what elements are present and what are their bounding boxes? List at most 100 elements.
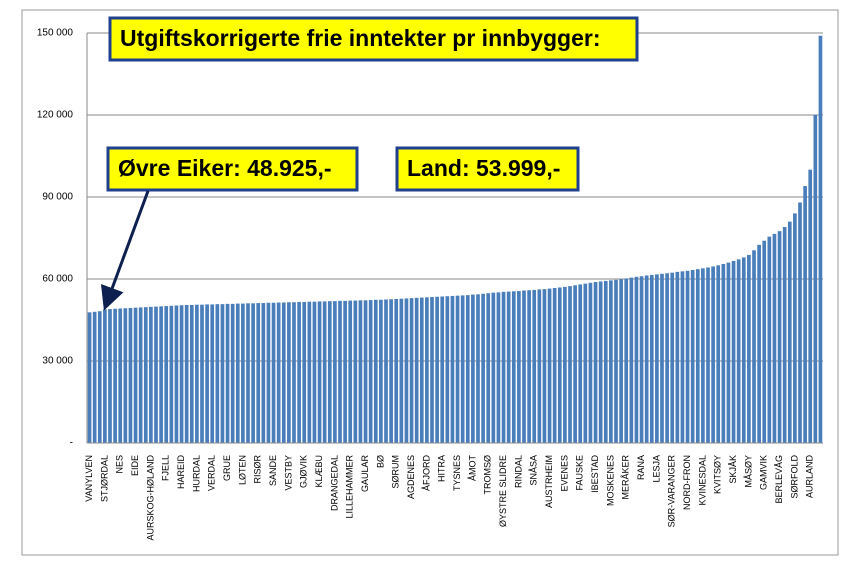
bar — [425, 297, 429, 443]
bar — [537, 289, 542, 443]
bar — [113, 308, 117, 443]
bar — [414, 297, 419, 443]
x-tick-label: EIDE — [130, 455, 140, 476]
bar — [757, 244, 761, 443]
bar — [619, 279, 623, 443]
arrow — [100, 190, 150, 311]
x-tick-label: MÅSØY — [743, 455, 753, 488]
bar — [660, 273, 664, 443]
bar — [384, 299, 388, 443]
x-tick-label: HURDAL — [191, 455, 201, 492]
bar — [179, 305, 184, 443]
bar — [752, 250, 756, 443]
x-tick-label: SKJÅK — [728, 455, 738, 484]
x-tick-label: ÅMOT — [467, 454, 477, 481]
bar — [373, 299, 378, 443]
annotation-background — [106, 146, 359, 192]
bar — [118, 308, 123, 443]
x-tick-label: DRANGEDAL — [329, 455, 339, 511]
bar — [210, 304, 215, 443]
bar — [501, 291, 506, 443]
bar — [803, 186, 807, 444]
bar — [793, 213, 797, 443]
x-tick-label: VERDAL — [207, 455, 217, 491]
bar — [808, 169, 813, 443]
bar — [614, 279, 618, 443]
x-tick-label: AURLAND — [805, 455, 815, 499]
y-tick-label: 150 000 — [37, 28, 74, 39]
bar — [184, 304, 189, 443]
bar — [450, 295, 455, 443]
bar — [695, 269, 700, 443]
bar — [235, 303, 240, 443]
bar — [292, 302, 296, 443]
x-tick-label: KVITSØY — [713, 455, 723, 494]
bar — [97, 311, 102, 443]
bar — [772, 233, 777, 443]
x-tick-label: ÅFJORD — [421, 454, 431, 491]
bar — [246, 303, 250, 443]
title-box: Utgiftskorrigerte frie inntekter pr innb… — [108, 16, 639, 62]
bar — [103, 309, 107, 443]
bar — [527, 290, 531, 443]
y-tick-label: 30 000 — [42, 356, 73, 367]
bar — [87, 312, 92, 443]
bar — [583, 283, 588, 443]
x-tick-label: ØYSTRE SLIDRE — [498, 455, 508, 527]
x-tick-label: SØRFOLD — [789, 455, 799, 499]
bar — [798, 202, 802, 443]
x-tick-label: BØ — [375, 455, 385, 468]
bar — [491, 292, 496, 443]
x-tick-label: GAMVIK — [759, 455, 769, 490]
bar — [281, 302, 286, 443]
bar — [552, 288, 557, 443]
bar — [588, 282, 593, 443]
bar — [189, 304, 194, 443]
bar — [782, 227, 787, 443]
bar — [307, 301, 312, 443]
annotation: Øvre Eiker: 48.925,- — [118, 155, 332, 181]
bar — [634, 276, 639, 443]
bar — [665, 273, 669, 443]
bar — [251, 303, 255, 443]
bar — [440, 296, 445, 443]
bar — [573, 285, 577, 443]
x-tick-label: MOSKENES — [605, 455, 615, 506]
bar — [726, 262, 731, 443]
bar — [675, 271, 680, 443]
bar — [680, 271, 685, 443]
bar — [123, 308, 128, 443]
bar — [312, 301, 317, 443]
bar — [327, 301, 332, 443]
bar — [460, 295, 465, 443]
bar — [598, 281, 603, 443]
x-tick-label: VESTBY — [283, 455, 293, 491]
bar — [506, 291, 511, 443]
x-tick-label: RINDAL — [513, 455, 523, 488]
bar — [685, 270, 690, 443]
bar — [711, 266, 715, 443]
bar — [241, 303, 245, 443]
bar — [348, 300, 353, 443]
y-tick-label: 60 000 — [42, 274, 73, 285]
x-tick-label: NES — [115, 455, 125, 474]
bar — [649, 274, 654, 443]
bar — [547, 288, 552, 443]
bar — [343, 300, 347, 443]
bar — [557, 287, 562, 443]
x-tick-label: EVENES — [559, 455, 569, 492]
bar — [542, 289, 547, 443]
bar — [435, 296, 439, 443]
bar — [476, 294, 480, 443]
bar — [741, 257, 746, 443]
bar — [256, 303, 261, 443]
x-tick-label: SØRUM — [391, 455, 401, 489]
bar — [532, 289, 537, 443]
bar — [266, 302, 271, 443]
annotation-box: Land: 53.999,- — [395, 146, 580, 192]
bar — [736, 259, 741, 443]
x-tick-label: MERÅKER — [621, 455, 631, 500]
bar — [159, 306, 163, 443]
bar — [511, 291, 516, 443]
